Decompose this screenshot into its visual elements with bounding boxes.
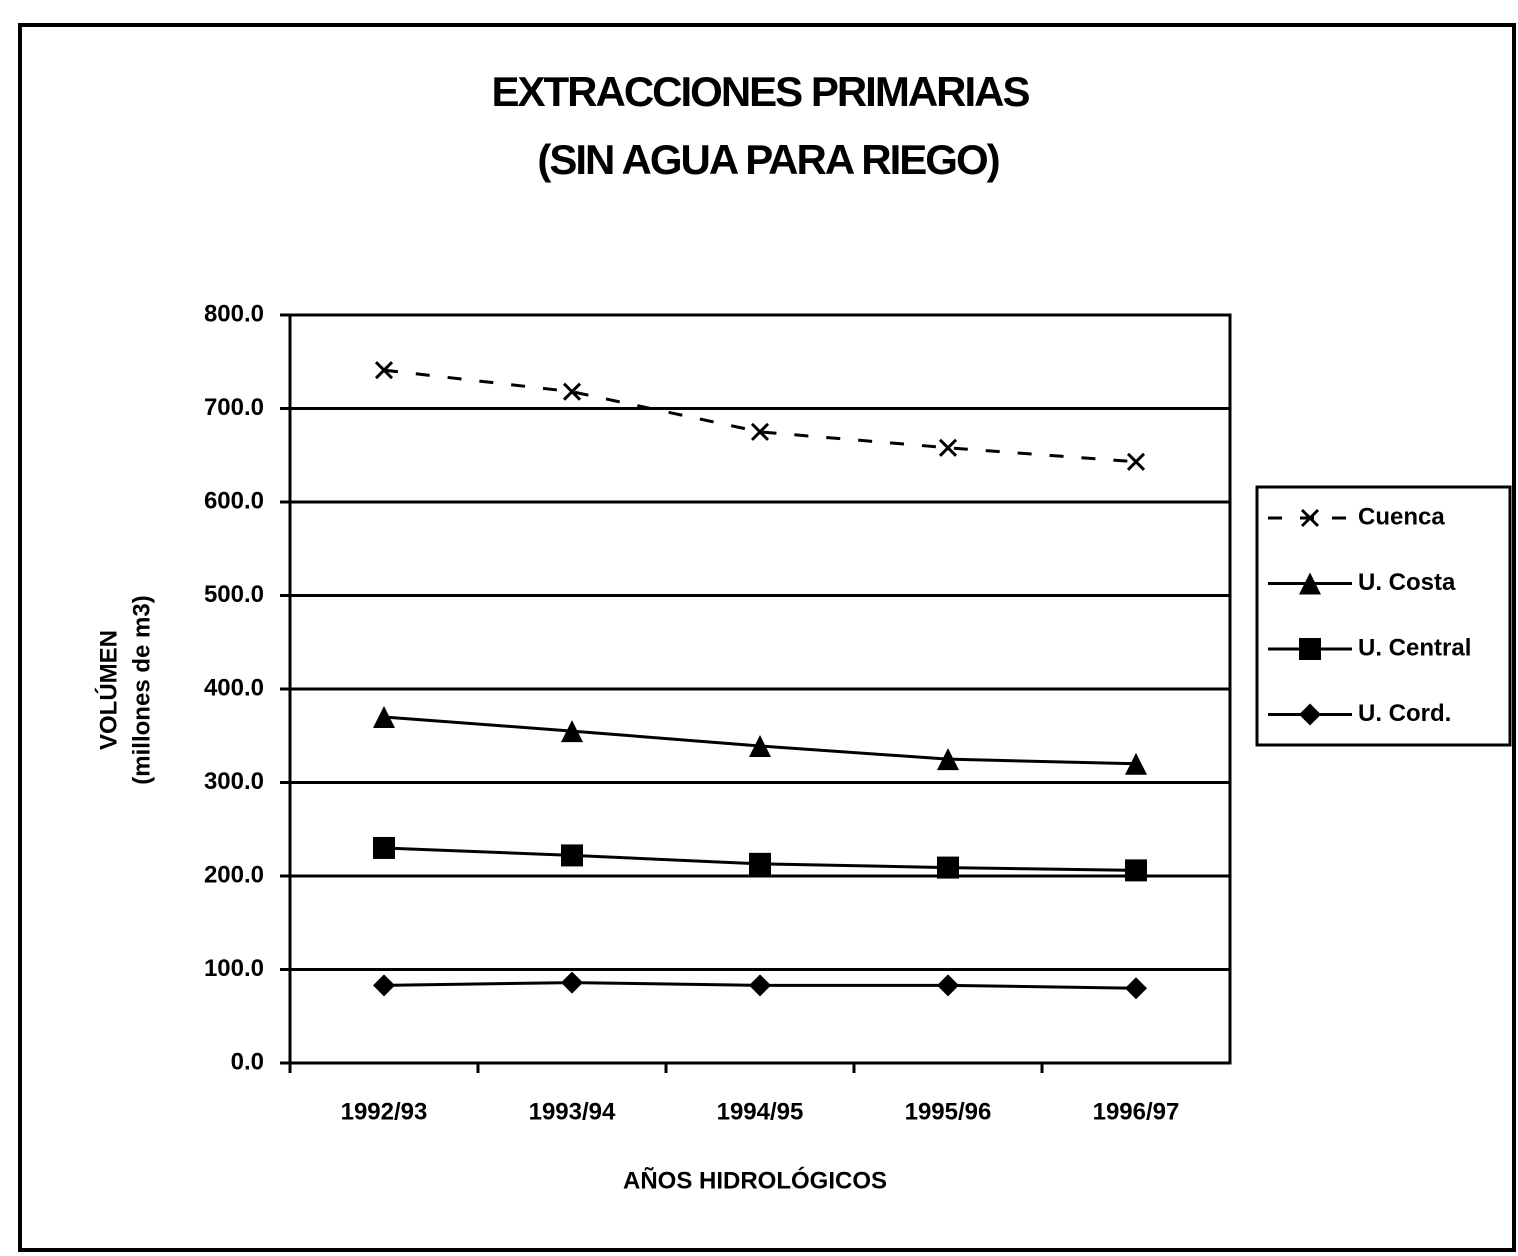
marker	[937, 856, 959, 879]
y-tick-label: 100.0	[204, 955, 264, 982]
marker	[938, 438, 958, 457]
marker	[561, 971, 583, 994]
marker	[1125, 859, 1147, 882]
marker	[1299, 703, 1321, 726]
x-tick-label: 1994/95	[717, 1098, 804, 1125]
marker	[373, 706, 395, 729]
marker	[561, 720, 583, 743]
marker	[750, 422, 770, 441]
y-tick-label: 600.0	[204, 487, 264, 514]
marker	[373, 836, 395, 859]
legend-label: U. Costa	[1358, 569, 1456, 596]
y-tick-label: 700.0	[204, 394, 264, 421]
y-tick-label: 300.0	[204, 768, 264, 795]
marker	[1299, 572, 1321, 595]
marker	[749, 735, 771, 758]
marker	[749, 974, 771, 997]
chart-title: EXTRACCIONES PRIMARIAS	[491, 68, 1029, 115]
marker	[1300, 508, 1320, 528]
marker	[1125, 977, 1147, 1000]
marker	[937, 748, 959, 771]
marker	[1299, 638, 1321, 660]
legend-label: U. Cord.	[1358, 700, 1451, 727]
marker	[373, 974, 395, 997]
y-tick-label: 800.0	[204, 300, 264, 327]
marker	[937, 974, 959, 997]
x-tick-label: 1995/96	[905, 1098, 992, 1125]
chart-title: (SIN AGUA PARA RIEGO)	[537, 136, 998, 183]
y-tick-label: 500.0	[204, 581, 264, 608]
legend-label: Cuenca	[1358, 503, 1445, 530]
marker	[1125, 752, 1147, 775]
marker	[374, 361, 394, 380]
x-tick-label: 1992/93	[341, 1098, 428, 1125]
y-tick-label: 200.0	[204, 861, 264, 888]
legend	[1255, 485, 1512, 747]
x-axis-label: AÑOS HIDROLÓGICOS	[623, 1166, 887, 1194]
plot-area	[288, 313, 1232, 1065]
marker	[749, 852, 771, 875]
y-axis-label: (millones de m3)	[128, 595, 155, 784]
y-tick-label: 400.0	[204, 674, 264, 701]
marker	[561, 844, 583, 867]
x-tick-label: 1996/97	[1093, 1098, 1180, 1125]
x-tick-label: 1993/94	[529, 1098, 616, 1125]
marker	[1126, 452, 1146, 471]
y-tick-label: 0.0	[231, 1048, 264, 1075]
marker	[562, 382, 582, 401]
y-axis-label: VOLÚMEN	[94, 630, 122, 750]
legend-label: U. Central	[1358, 634, 1471, 661]
